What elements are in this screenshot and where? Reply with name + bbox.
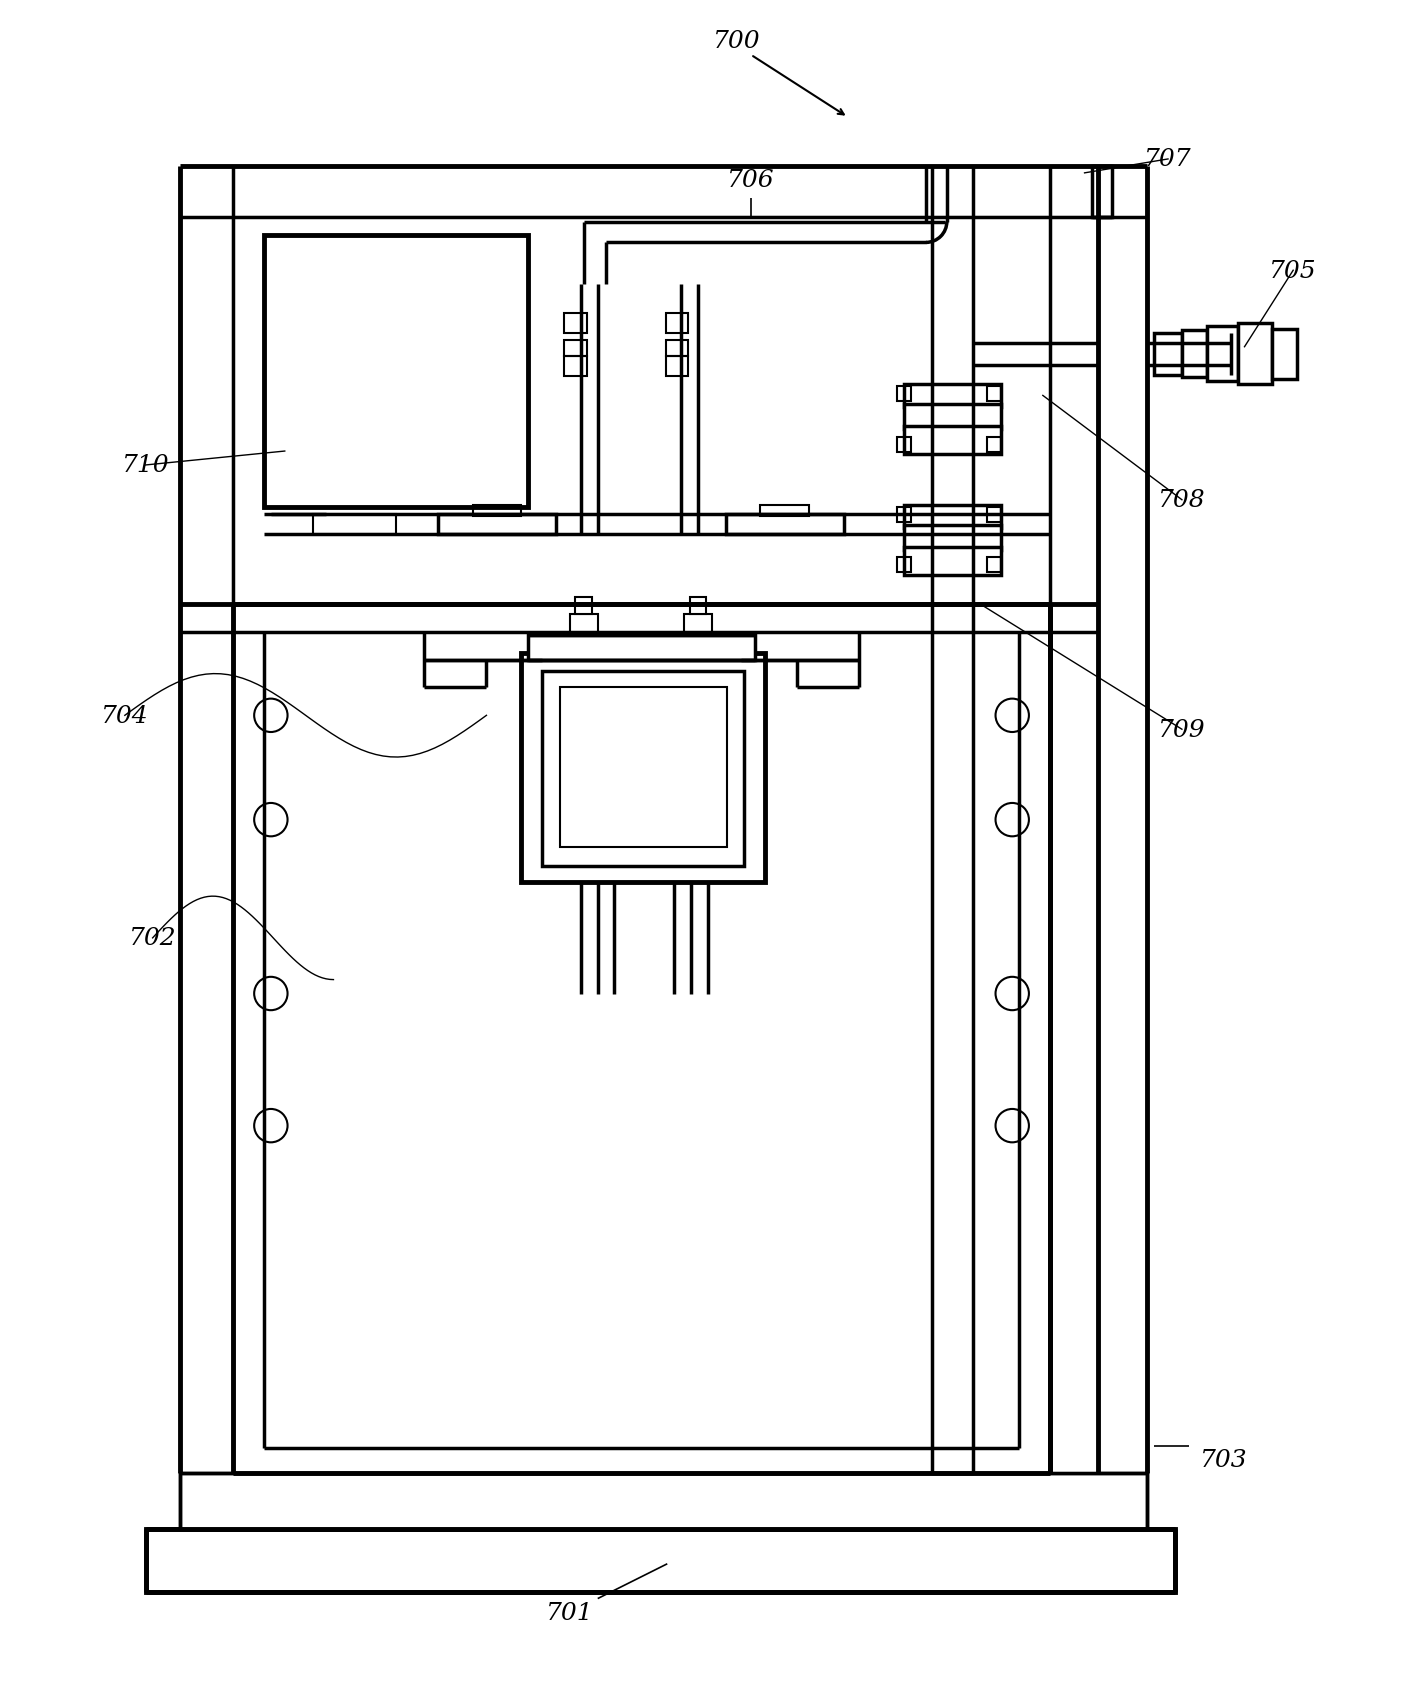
Text: 707: 707 xyxy=(1144,148,1191,172)
Bar xyxy=(560,688,727,848)
Bar xyxy=(760,506,810,516)
Text: 710: 710 xyxy=(122,454,170,478)
Bar xyxy=(1238,325,1272,385)
Bar xyxy=(666,315,688,333)
Text: 700: 700 xyxy=(713,30,760,54)
Bar xyxy=(903,525,1001,550)
Bar xyxy=(576,597,593,614)
Bar xyxy=(896,387,910,402)
Bar xyxy=(1092,167,1112,219)
Bar xyxy=(987,437,1001,452)
Bar xyxy=(564,357,587,377)
Bar xyxy=(903,506,1001,528)
Bar xyxy=(1183,331,1207,378)
Text: 703: 703 xyxy=(1200,1448,1248,1472)
Bar xyxy=(1154,333,1183,375)
Bar xyxy=(683,614,712,636)
Bar xyxy=(903,548,1001,575)
Text: 701: 701 xyxy=(546,1601,594,1625)
Bar xyxy=(472,506,522,516)
Bar xyxy=(896,508,910,523)
Bar xyxy=(896,557,910,572)
Bar xyxy=(312,515,396,535)
Bar xyxy=(666,357,688,377)
Text: 708: 708 xyxy=(1159,489,1205,511)
Bar xyxy=(666,340,688,357)
Bar xyxy=(570,614,598,636)
Text: 705: 705 xyxy=(1269,259,1317,283)
Bar xyxy=(1049,606,1099,1473)
Bar xyxy=(689,597,706,614)
Bar xyxy=(180,1473,1147,1529)
Bar xyxy=(438,515,556,535)
Text: 704: 704 xyxy=(101,705,149,727)
Bar xyxy=(903,427,1001,454)
Bar xyxy=(987,508,1001,523)
Bar xyxy=(1207,326,1238,382)
Bar xyxy=(1272,330,1297,380)
Bar xyxy=(726,515,844,535)
Text: 702: 702 xyxy=(129,927,176,950)
Bar xyxy=(903,404,1001,429)
Text: 706: 706 xyxy=(727,170,774,192)
Bar xyxy=(903,385,1001,407)
Bar xyxy=(522,653,764,883)
Bar xyxy=(987,557,1001,572)
Bar xyxy=(264,235,527,508)
Bar xyxy=(542,671,744,866)
Bar xyxy=(564,315,587,333)
Bar xyxy=(987,387,1001,402)
Text: 709: 709 xyxy=(1159,718,1205,742)
Bar xyxy=(564,340,587,357)
Bar xyxy=(146,1529,1176,1591)
Bar xyxy=(896,437,910,452)
Bar xyxy=(527,636,754,661)
